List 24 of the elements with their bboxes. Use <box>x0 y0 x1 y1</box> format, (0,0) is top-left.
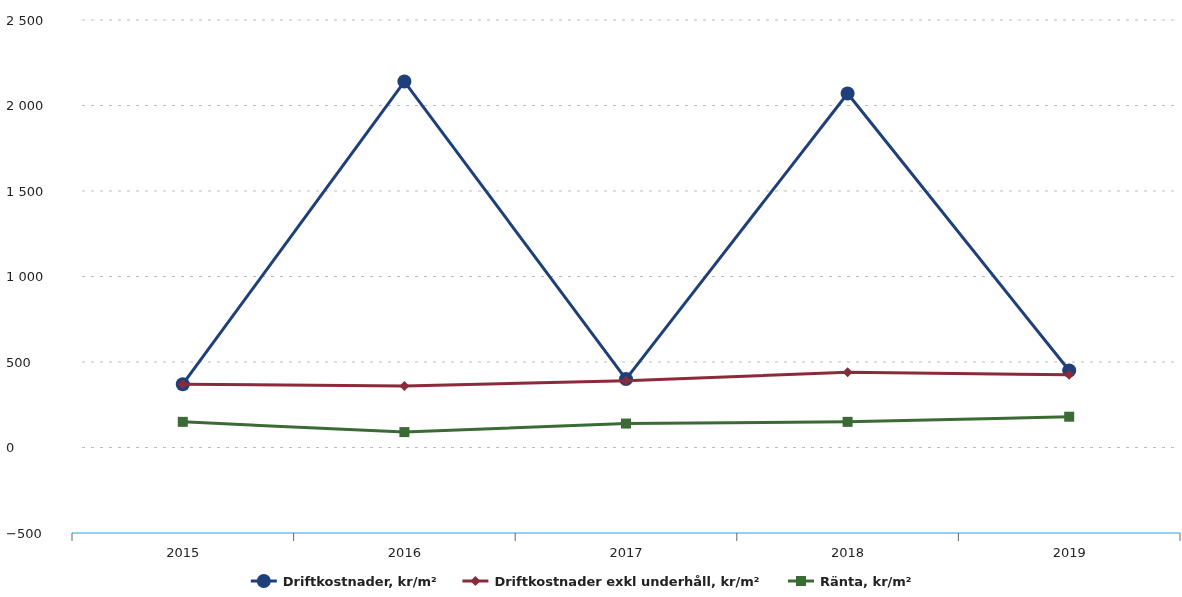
x-tick-label: 2015 <box>166 545 200 560</box>
point <box>399 427 410 438</box>
x-tick-label: 2016 <box>387 545 421 560</box>
legend-label: Driftkostnader, kr/m² <box>282 573 437 589</box>
y-tick-label: 0 <box>6 440 15 456</box>
point <box>621 418 631 429</box>
y-tick-label: −500 <box>6 525 42 541</box>
legend-label: Driftkostnader exkl underhåll, kr/m² <box>494 573 760 589</box>
x-tick-label: 2017 <box>609 545 643 560</box>
point <box>1064 411 1075 422</box>
y-tick-label: 500 <box>6 354 31 370</box>
y-tick-label: 1 500 <box>6 183 44 199</box>
y-tick-label: 2 500 <box>6 12 44 28</box>
x-tick-label: 2019 <box>1052 545 1086 560</box>
point <box>842 416 853 427</box>
y-tick-label: 1 000 <box>6 269 44 285</box>
point <box>1064 369 1075 380</box>
point <box>840 86 855 101</box>
point <box>177 416 188 427</box>
legend-label: Ränta, kr/m² <box>820 573 912 589</box>
x-tick-label: 2018 <box>831 545 865 560</box>
point <box>397 74 412 89</box>
y-tick-label: 2 000 <box>6 98 44 114</box>
point <box>399 380 410 391</box>
